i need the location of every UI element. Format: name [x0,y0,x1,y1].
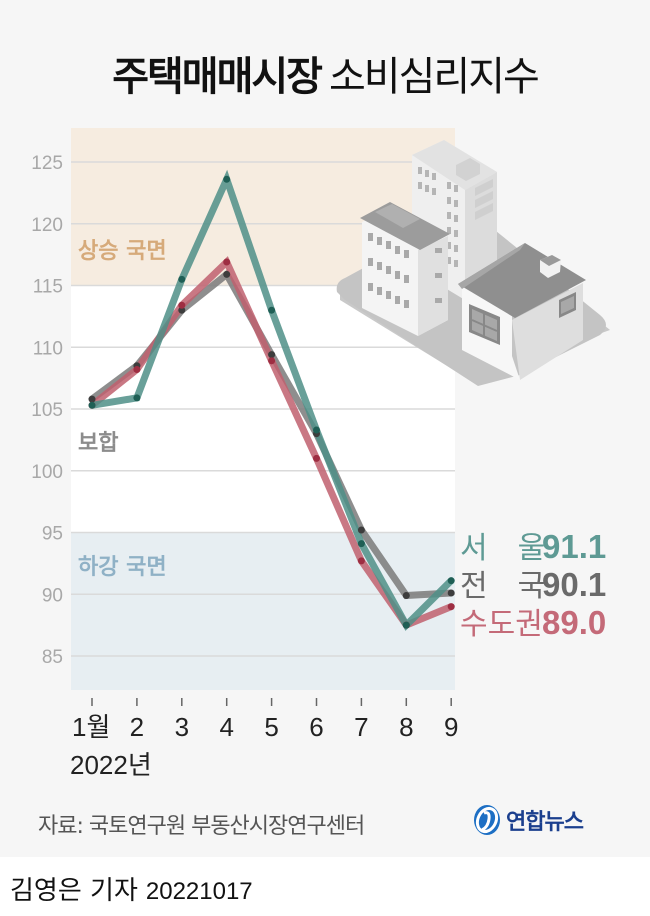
legend-capital: 수도권89.0 [460,604,606,644]
title-light: 소비심리지수 [329,54,540,100]
svg-text:95: 95 [42,524,63,545]
legend-label-national: 전 국 [460,569,546,604]
yonhap-logo: 연합뉴스 [472,803,584,837]
yonhap-globe-icon [474,805,500,835]
byline-date: 20221017 [145,878,253,905]
y-axis-ticks: 125 120 115 110 105 100 95 90 85 [31,153,63,668]
legend-label-seoul: 서 울 [460,531,546,566]
legend-seoul: 서 울91.1 [460,528,606,568]
svg-text:6: 6 [309,712,323,742]
svg-text:115: 115 [33,277,63,298]
legend-national: 전 국90.1 [460,566,606,606]
chart-series [88,169,455,631]
legend-value-capital: 89.0 [542,604,607,641]
svg-text:85: 85 [42,647,63,668]
svg-text:1월: 1월 [72,712,110,742]
byline-author: 김영은 기자 [10,876,138,906]
zone-label-neutral: 보합 [78,430,118,456]
svg-text:4: 4 [219,712,233,742]
svg-text:105: 105 [31,400,63,421]
svg-text:120: 120 [31,215,63,236]
x-axis-year-label: 2022년 [70,750,152,780]
svg-text:100: 100 [31,462,63,483]
svg-text:2: 2 [130,712,144,742]
zone-label-rise: 상승 국면 [78,239,167,264]
byline: 김영은 기자 20221017 [10,870,253,907]
svg-text:7: 7 [354,712,368,742]
logo-text: 연합뉴스 [506,810,584,835]
buildings-illustration-icon [336,140,610,386]
svg-text:110: 110 [33,338,63,359]
svg-text:9: 9 [444,712,458,742]
x-axis-ticks: 1월 2 3 4 5 6 7 8 9 [72,698,458,742]
legend-value-national: 90.1 [542,566,607,603]
page-title: 주택매매시장 소비심리지수 [0,44,650,102]
svg-text:90: 90 [42,585,63,606]
legend-label-capital: 수도권 [460,607,543,642]
svg-text:8: 8 [399,712,413,742]
svg-text:125: 125 [31,153,63,174]
legend-value-seoul: 91.1 [542,528,607,565]
title-bold: 주택매매시장 [112,54,323,100]
zone-label-fall: 하강 국면 [78,555,167,580]
svg-text:5: 5 [264,712,278,742]
source-note: 자료: 국토연구원 부동산시장연구센터 [38,814,365,839]
svg-text:3: 3 [175,712,189,742]
